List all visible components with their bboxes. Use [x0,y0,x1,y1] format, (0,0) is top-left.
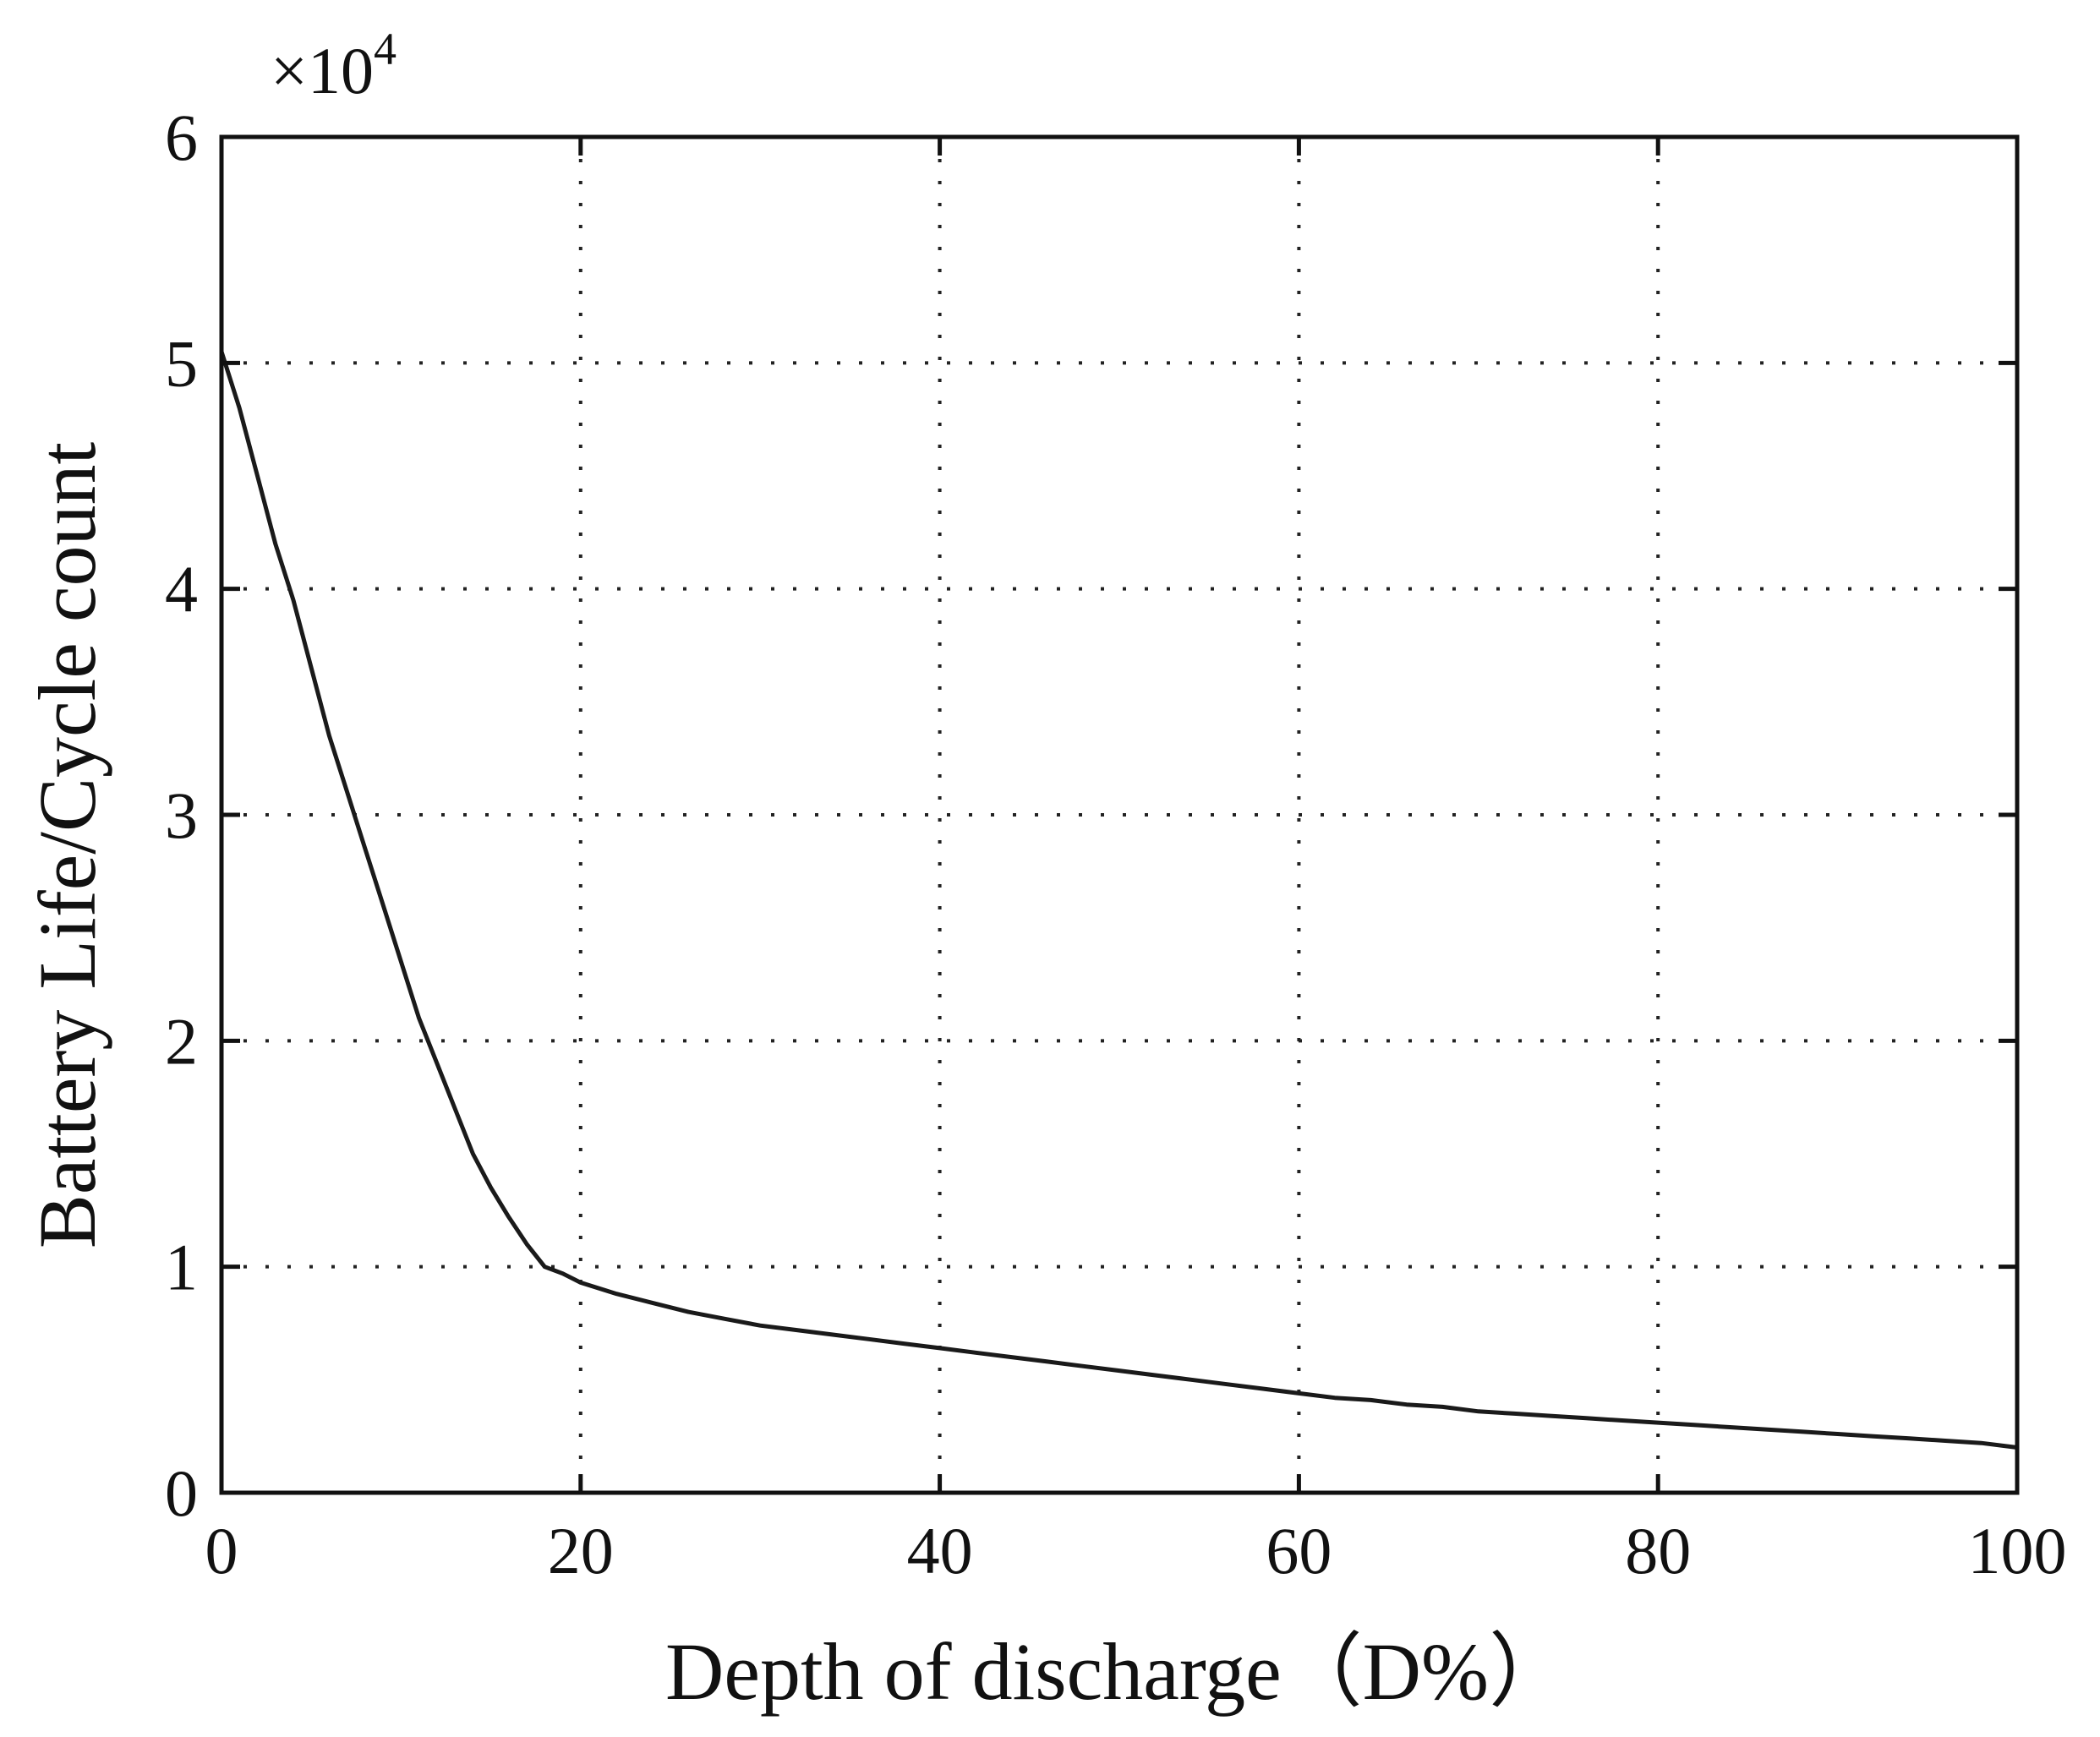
x-tick-label: 20 [548,1514,614,1587]
y-axis-multiplier-exponent: 4 [374,24,396,74]
x-tick-label: 80 [1625,1514,1691,1587]
y-tick-label: 1 [165,1231,198,1304]
y-axis-multiplier-base: ×10 [271,34,374,107]
x-tick-label: 100 [1968,1514,2067,1587]
grid [221,137,2017,1493]
x-tick-labels: 0 20 40 60 80 100 [205,1514,2067,1587]
x-tick-label: 40 [907,1514,973,1587]
x-tick-label: 60 [1266,1514,1332,1587]
y-tick-label: 6 [165,101,198,174]
y-tick-label: 3 [165,778,198,852]
tick-marks [219,134,2020,1495]
y-axis-label: Battery Life/Cycle count [22,442,112,1249]
y-tick-label: 5 [165,326,198,400]
plot-frame [219,134,2020,1495]
x-axis-label: Depth of discharge（D%） [665,1626,1570,1717]
y-tick-label: 0 [165,1456,198,1530]
y-tick-label: 4 [165,553,198,626]
series-line [219,349,2020,1450]
x-tick-label: 0 [205,1514,238,1587]
y-axis-multiplier: ×104 [271,24,396,107]
y-tick-labels: 0 1 2 3 4 5 6 [165,101,198,1530]
series-layer [219,349,2020,1450]
y-tick-label: 2 [165,1004,198,1078]
